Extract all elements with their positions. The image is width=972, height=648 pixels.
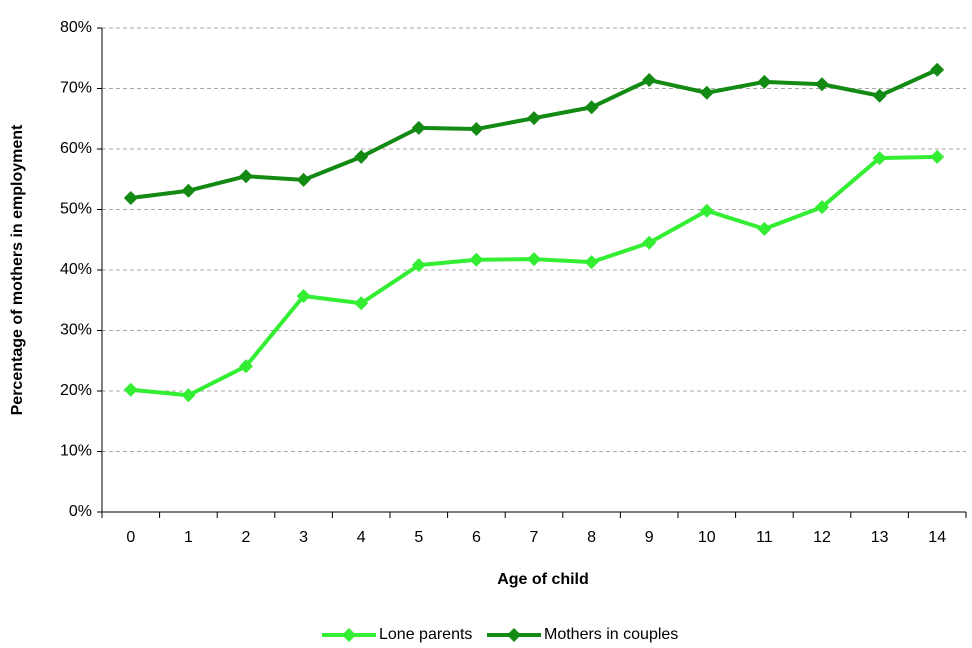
marker [469,252,484,267]
y-tick-label: 70% [60,80,92,97]
x-axis-label: Age of child [497,571,589,588]
marker [930,62,945,77]
marker [469,122,484,137]
y-tick-label: 50% [60,201,92,218]
marker [699,203,714,218]
marker [642,235,657,250]
y-tick-label: 60% [60,140,92,157]
x-tick-label: 6 [472,529,481,546]
x-tick-label: 8 [587,529,596,546]
marker [296,172,311,187]
marker [181,388,196,403]
marker [411,258,426,273]
x-tick-label: 2 [242,529,251,546]
marker [930,149,945,164]
x-tick-label: 14 [928,529,946,546]
x-tick-label: 12 [813,529,831,546]
x-tick-label: 3 [299,529,308,546]
marker [757,74,772,89]
marker [181,183,196,198]
marker [815,200,829,215]
marker [699,85,714,100]
y-axis-label: Percentage of mothers in employment [9,124,26,415]
legend-marker [507,628,521,642]
y-tick-label: 40% [60,261,92,278]
x-tick-label: 10 [698,529,716,546]
legend-marker [342,628,356,642]
marker [872,88,887,103]
y-tick-label: 30% [60,322,92,339]
marker [296,289,311,304]
marker [872,151,887,166]
marker [354,296,369,311]
marker [584,100,599,115]
x-tick-label: 1 [184,529,193,546]
marker [239,169,253,184]
marker [123,382,138,397]
x-tick-label: 9 [645,529,654,546]
marker [757,221,772,236]
marker [642,73,657,88]
x-tick-label: 13 [871,529,889,546]
y-tick-label: 20% [60,382,92,399]
marker [584,255,599,270]
x-tick-label: 0 [126,529,135,546]
marker [527,252,541,267]
marker [411,120,426,135]
marker [123,191,138,206]
y-tick-label: 80% [60,19,92,36]
x-tick-label: 7 [530,529,539,546]
marker [239,359,253,374]
legend-label: Mothers in couples [544,626,678,643]
x-tick-label: 5 [414,529,423,546]
y-tick-label: 10% [60,443,92,460]
y-tick-label: 0% [69,503,92,520]
marker [527,111,541,126]
series-line [130,154,938,398]
marker [815,77,829,92]
legend-label: Lone parents [379,626,472,643]
x-tick-label: 4 [357,529,366,546]
x-tick-label: 11 [756,529,773,546]
marker [354,149,369,164]
